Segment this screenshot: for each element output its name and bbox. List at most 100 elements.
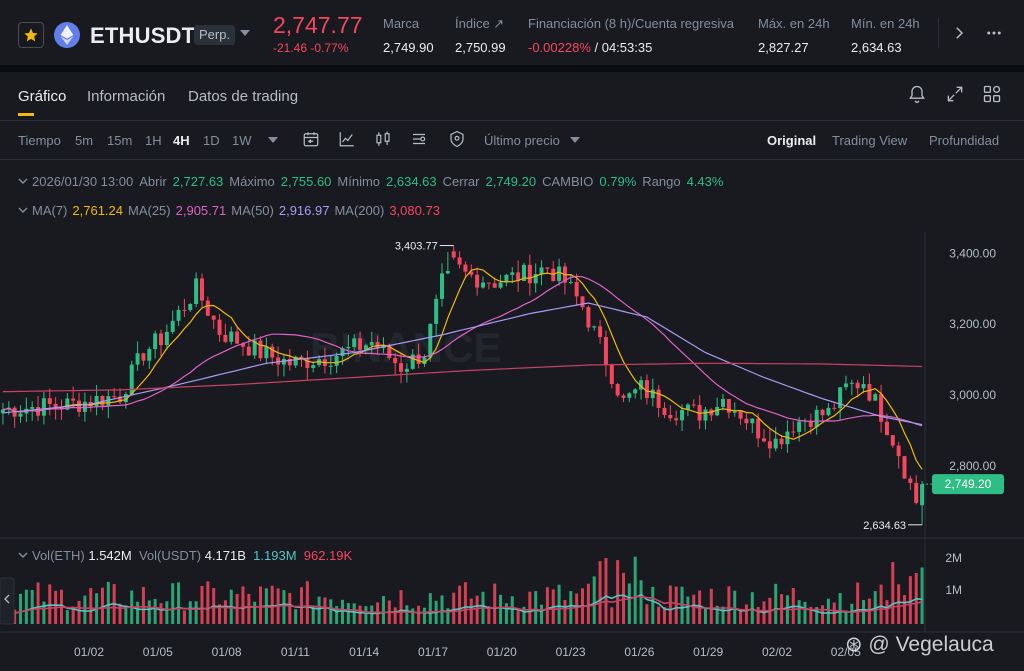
time-axis-label: 01/11 <box>281 645 310 659</box>
chart-type-icon[interactable] <box>374 130 392 148</box>
view-tradingview[interactable]: Trading View <box>832 133 908 148</box>
candle-body <box>94 395 99 407</box>
candle-body <box>305 357 310 368</box>
price-axis-label: 3,000.00 <box>949 388 996 402</box>
vol-usdt-label: Vol(USDT) <box>138 548 202 563</box>
candle-body <box>194 278 199 305</box>
candle-body <box>884 421 889 436</box>
candle-body <box>914 482 919 503</box>
candle-body <box>469 271 474 275</box>
volume-bar <box>48 584 52 624</box>
index-price-value: 2,750.99 <box>455 40 506 55</box>
scroll-left-icon <box>4 594 10 604</box>
candle-body <box>18 413 23 417</box>
volume-bar <box>657 606 661 624</box>
tab-informacion[interactable]: Información <box>87 88 166 105</box>
chart-settings-icon[interactable] <box>410 130 428 148</box>
interval-1w[interactable]: 1W <box>232 133 252 148</box>
interval-4h[interactable]: 4H <box>173 133 190 148</box>
interval-5m[interactable]: 5m <box>75 133 94 148</box>
candle-body <box>346 346 351 349</box>
volume-bar <box>24 589 28 624</box>
volume-bar <box>821 605 825 624</box>
candle-body <box>767 441 772 449</box>
candle-body <box>715 406 720 416</box>
candle-body <box>879 394 884 422</box>
ma25-value: 2,905.71 <box>175 203 227 218</box>
volume-bar <box>42 601 46 624</box>
candle-body <box>445 271 450 274</box>
high-24h-value: 2,827.27 <box>758 40 809 55</box>
volume-bar <box>709 588 713 624</box>
chevron-right-icon[interactable] <box>950 24 968 42</box>
candle-body <box>627 393 632 398</box>
candle-body <box>387 344 392 358</box>
collapse-chevron-icon[interactable] <box>18 207 28 215</box>
candlestick-chart[interactable]: BINANCE 3,403.77 2,634.63 3,400.00 3,200.00 3… <box>0 72 1024 671</box>
collapse-chevron-icon[interactable] <box>18 552 28 560</box>
volume-bar <box>633 556 637 624</box>
ma200-value: 3,080.73 <box>389 203 440 218</box>
volume-legend: Vol(ETH) 1.542M Vol(USDT) 4.171B 1.193M … <box>18 548 352 563</box>
shield-settings-icon[interactable] <box>448 130 466 148</box>
candle-body <box>188 304 193 310</box>
volume-bar <box>516 608 520 624</box>
time-axis-label: 01/05 <box>143 645 173 659</box>
volume-bar <box>329 599 333 624</box>
tab-datos-de-trading[interactable]: Datos de trading <box>188 88 299 105</box>
tab-grafico[interactable]: Gráfico <box>18 88 67 105</box>
interval-1d[interactable]: 1D <box>203 133 220 148</box>
price-type-dropdown-icon[interactable] <box>570 137 580 143</box>
candle-body <box>311 365 316 368</box>
candle-body <box>633 389 638 394</box>
ohlc-change-label: CAMBIO <box>542 174 594 189</box>
indicator-icon[interactable] <box>338 130 356 148</box>
bell-icon[interactable] <box>907 84 927 104</box>
candle-body <box>756 418 761 439</box>
candle-body <box>153 333 158 350</box>
layout-grid-icon[interactable] <box>982 84 1002 104</box>
interval-dropdown-icon[interactable] <box>268 137 278 143</box>
contract-type-badge: Perp. <box>194 25 236 45</box>
volume-bar <box>218 604 222 624</box>
low-24h-value: 2,634.63 <box>851 40 902 55</box>
collapse-chevron-icon[interactable] <box>18 178 28 186</box>
candle-body <box>164 331 169 346</box>
high-marker-label: 3,403.77 <box>395 241 438 253</box>
header-divider <box>938 18 939 48</box>
volume-bar <box>417 605 421 624</box>
volume-bar <box>253 601 257 624</box>
ticker-header: ETHUSDT Perp. 2,747.77 -21.46 -0.77% Mar… <box>0 0 1024 66</box>
symbol-name[interactable]: ETHUSDT <box>90 23 196 48</box>
volume-bar <box>575 593 579 624</box>
candle-body <box>299 356 304 358</box>
chart-tabs: Gráfico Información Datos de trading <box>0 72 1024 120</box>
interval-1h[interactable]: 1H <box>145 133 162 148</box>
volume-bar <box>446 608 450 624</box>
volume-bar <box>627 583 631 624</box>
funding-rate: -0.00228% <box>528 40 591 55</box>
symbol-dropdown-icon[interactable] <box>240 30 250 36</box>
more-options-icon[interactable] <box>984 24 1004 42</box>
ma200-label: MA(200) <box>334 203 385 218</box>
interval-15m[interactable]: 15m <box>107 133 133 148</box>
candle-body <box>750 418 755 424</box>
view-original[interactable]: Original <box>767 133 817 148</box>
volume-bar <box>136 601 140 624</box>
volume-bar <box>510 596 514 624</box>
favorite-star-button[interactable] <box>18 22 44 48</box>
expand-icon[interactable] <box>945 84 965 104</box>
price-type-select[interactable]: Último precio <box>484 133 560 148</box>
chart-panel: Gráfico Información Datos de trading Tie… <box>0 72 1024 671</box>
ohlc-change: 0.79% <box>599 174 637 189</box>
volume-bar <box>504 603 508 624</box>
volume-bar <box>100 587 104 624</box>
low-24h-label: Mín. en 24h <box>851 16 920 31</box>
calendar-jump-icon[interactable] <box>302 130 320 148</box>
ma7-label: MA(7) <box>32 203 68 218</box>
volume-bar <box>200 585 204 624</box>
volume-bar <box>36 582 40 624</box>
view-depth[interactable]: Profundidad <box>929 133 1000 148</box>
volume-bar <box>744 604 748 624</box>
price-axis-label: 3,400.00 <box>949 246 996 260</box>
